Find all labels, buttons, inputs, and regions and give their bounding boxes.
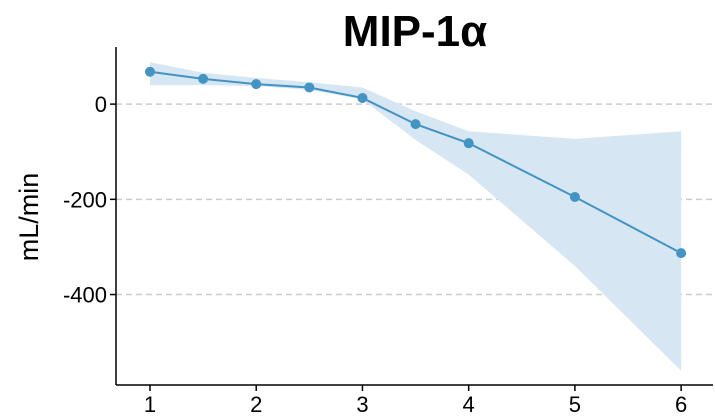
data-point bbox=[304, 82, 315, 93]
x-tick-label: 6 bbox=[675, 392, 687, 417]
data-point bbox=[410, 119, 421, 130]
x-tick-label: 4 bbox=[463, 392, 475, 417]
x-ticks: 1 2 3 4 5 6 bbox=[144, 385, 687, 417]
data-points bbox=[144, 66, 687, 259]
data-point bbox=[569, 191, 580, 202]
data-point bbox=[251, 79, 262, 90]
y-tick-label: -400 bbox=[63, 283, 107, 308]
y-axis-label: mL/min bbox=[14, 173, 44, 262]
data-point bbox=[198, 73, 209, 84]
x-tick-label: 2 bbox=[250, 392, 262, 417]
y-ticks: 0 -200 -400 bbox=[63, 92, 116, 308]
data-point bbox=[463, 138, 474, 149]
x-tick-label: 5 bbox=[569, 392, 581, 417]
data-point bbox=[357, 92, 368, 103]
x-tick-label: 3 bbox=[356, 392, 368, 417]
x-tick-label: 1 bbox=[144, 392, 156, 417]
data-point bbox=[676, 248, 687, 259]
confidence-band bbox=[149, 62, 682, 371]
data-point bbox=[144, 66, 155, 77]
y-tick-label: 0 bbox=[95, 92, 107, 117]
chart-title: MIP-1α bbox=[343, 7, 487, 56]
y-tick-label: -200 bbox=[63, 187, 107, 212]
